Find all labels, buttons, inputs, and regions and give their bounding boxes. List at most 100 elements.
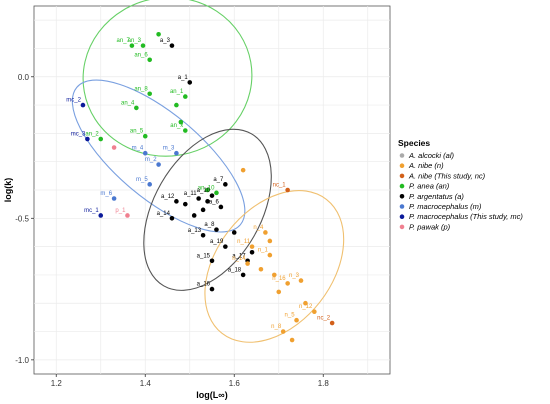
- point-n: [240, 167, 246, 173]
- point-label: an_1: [170, 89, 184, 95]
- point-label: nc_1: [273, 183, 287, 189]
- point-label: a_13: [188, 228, 202, 234]
- point-label: nc_2: [317, 316, 331, 322]
- point-label: an_3: [128, 38, 142, 44]
- point-label: a_11: [184, 191, 198, 197]
- point-an: [178, 119, 184, 125]
- point-an: [156, 32, 161, 37]
- point-a: [218, 204, 224, 210]
- point-an: [147, 91, 152, 97]
- point-n: [280, 329, 286, 334]
- point-n: [267, 252, 273, 258]
- point-a: [191, 213, 197, 218]
- point-a: [200, 232, 206, 238]
- legend-label-p: P. pawak (p): [409, 222, 451, 231]
- x-axis-title: log(L∞): [196, 390, 227, 400]
- legend-key-al: [399, 153, 405, 158]
- legend-label-mc: P. macrocephalus (This study, mc): [409, 212, 523, 221]
- point-an: [140, 43, 146, 48]
- point-label: a_16: [197, 282, 211, 288]
- point-a: [169, 43, 175, 48]
- point-label: n_12: [299, 304, 313, 310]
- point-a: [223, 182, 228, 187]
- point-label: n_3: [289, 273, 300, 279]
- point-label: a_17: [232, 253, 246, 259]
- point-nc: [329, 320, 335, 326]
- legend-key-a: [399, 194, 405, 199]
- point-a: [183, 201, 188, 207]
- point-n: [285, 281, 290, 286]
- legend-label-an: P. anea (an): [409, 182, 450, 191]
- point-label: a_19: [210, 239, 224, 245]
- point-label: a_6: [209, 199, 220, 205]
- point-label: p_1: [115, 208, 126, 214]
- point-n: [312, 309, 317, 315]
- point-nc: [285, 187, 290, 193]
- point-m: [147, 182, 152, 187]
- point-m: [111, 196, 117, 201]
- legend-key-p: [399, 224, 405, 230]
- point-label: a_8: [204, 222, 215, 228]
- point-n: [294, 317, 299, 323]
- legend-key-mc: [399, 214, 405, 219]
- point-labels: an_9an_7an_3an_6an_8an_1an_4an_5an_2an_x…: [66, 38, 331, 330]
- point-label: an_6: [134, 52, 148, 58]
- point-label: n_8: [271, 324, 282, 330]
- x-tick-label: 1.2: [51, 379, 63, 388]
- point-m: [142, 150, 148, 156]
- point-label: n_11: [237, 239, 251, 245]
- point-label: an_2: [85, 132, 99, 138]
- y-tick-label: -1.0: [15, 356, 29, 365]
- point-label: m_2: [145, 157, 157, 163]
- point-label: n_16: [272, 276, 286, 282]
- point-mc: [80, 102, 86, 108]
- point-label: a_18: [228, 267, 242, 273]
- point-an: [134, 105, 139, 111]
- y-tick-label: 0.0: [18, 73, 30, 82]
- point-mc: [85, 136, 90, 142]
- point-p: [125, 213, 130, 218]
- x-tick-label: 1.6: [229, 379, 241, 388]
- point-a: [200, 207, 206, 213]
- legend-label-nc: A. nibe (This study, nc): [408, 171, 486, 180]
- point-label: mc_3: [71, 132, 86, 138]
- point-a: [174, 199, 179, 204]
- point-label: a_12: [161, 194, 175, 200]
- grid: [34, 6, 390, 374]
- point-n: [249, 244, 255, 249]
- point-label: m_4: [132, 146, 144, 152]
- x-tick-label: 1.8: [318, 379, 330, 388]
- point-an: [142, 133, 148, 139]
- point-label: a_3: [160, 38, 171, 44]
- y-tick-label: -0.5: [15, 214, 29, 223]
- point-n: [258, 266, 264, 272]
- point-label: an_8: [134, 86, 148, 92]
- point-a: [231, 230, 237, 235]
- y-axis-title: log(k): [3, 178, 13, 203]
- point-p: [111, 145, 117, 150]
- ellipse-n: [204, 190, 345, 343]
- point-m: [156, 162, 161, 167]
- legend-label-a: P. argentatus (a): [409, 192, 464, 201]
- point-n: [289, 337, 295, 343]
- point-a: [223, 244, 228, 249]
- point-label: an_10: [198, 185, 215, 191]
- point-a: [187, 80, 193, 85]
- point-a: [209, 258, 215, 264]
- point-an: [205, 187, 210, 193]
- point-an: [98, 136, 104, 142]
- point-label: n_1: [258, 248, 269, 254]
- point-a: [240, 272, 246, 278]
- point-a: [249, 249, 255, 255]
- point-n: [267, 238, 273, 244]
- point-label: mc_1: [84, 208, 99, 214]
- point-label: an_5: [130, 129, 144, 135]
- point-an: [183, 94, 188, 99]
- point-label: an_4: [121, 100, 135, 106]
- point-label: a_14: [157, 211, 171, 217]
- point-a: [196, 196, 201, 201]
- point-label: m_5: [136, 177, 148, 183]
- point-a: [205, 199, 210, 204]
- point-n: [272, 272, 277, 278]
- point-label: an_7: [117, 38, 131, 44]
